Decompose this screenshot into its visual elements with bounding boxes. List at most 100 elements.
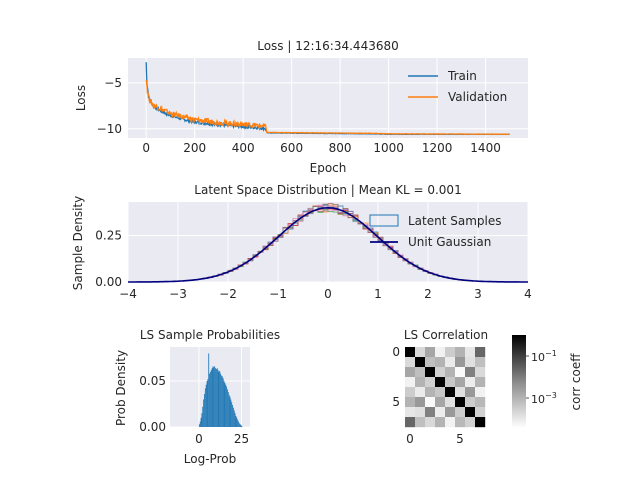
prob-bar [224,382,226,427]
prob-bar [213,367,215,427]
prob-bar [221,376,223,427]
latent-grid [127,202,529,283]
prob-xtick-label: 0 [195,432,203,446]
prob-bar [211,368,213,427]
prob-bar [219,370,221,427]
prob-bar [209,373,210,427]
prob-bar [228,394,230,427]
latent-xtick-label: −4 [119,287,137,301]
prob-ylabel: Prob Density [114,350,128,426]
corr-cell [475,367,486,378]
colorbar: 10−1 10−3 corr coeff [512,335,583,428]
corr-cell [425,397,436,408]
prob-bar [239,424,241,427]
legend-validation-label: Validation [448,90,507,104]
loss-legend: Train Validation [408,69,507,104]
prob-bar [225,384,227,427]
prob-bar [218,371,220,427]
latent-ytick-label: 0.25 [95,228,122,242]
corr-cell [475,397,486,408]
cbar-tick-bottom: 10−3 [531,391,557,406]
prob-bar [210,369,212,427]
corr-cell [425,407,436,418]
prob-bar [215,368,216,427]
corr-cell [425,357,436,368]
corr-cell [425,417,436,428]
prob-bar [240,425,242,427]
corr-cell [445,367,456,378]
corr-cell [425,347,436,358]
corr-ytick-label: 5 [392,395,400,409]
corr-cell [415,397,426,408]
corr-cell [415,407,426,418]
loss-xtick-label: 1400 [470,141,501,155]
corr-cell [425,387,436,398]
prob-bar [232,404,233,427]
cbar-label: corr coeff [569,353,583,411]
prob-bar [237,419,239,427]
loss-line-validation [145,79,510,136]
corr-cell [445,397,456,408]
corr-cell [475,377,486,388]
corr-cell [465,357,476,368]
latent-xtick-label: −3 [169,287,187,301]
corr-cell [415,417,426,428]
corr-cell [465,347,476,358]
prob-bar [217,369,219,427]
corr-xtick-label: 5 [456,432,464,446]
prob-ytick-label: 0.05 [139,374,166,388]
latent-xtick-label: −2 [219,287,237,301]
prob-chart: 0 25 0.00 0.05 LS Sample Probabilities Log-… [114,328,280,466]
latent-legend: Latent Samples Unit Gaussian [369,214,502,249]
corr-cell [405,377,416,388]
corr-cell [435,397,446,408]
loss-chart: 0 200 400 600 800 1000 1200 1400 −5 −10 Loss | 12… [74,39,528,175]
corr-cell [445,347,456,358]
corr-cell [425,377,436,388]
prob-bar [210,371,211,427]
prob-bar [227,389,228,427]
latent-xtick-label: 1 [374,287,382,301]
corr-ticks: 0 5 0 5 [392,345,463,446]
corr-cell [455,357,466,368]
corr-cell [415,387,426,398]
latent-ylabel: Sample Density [71,196,85,290]
corr-cell [415,377,426,388]
corr-cell [455,417,466,428]
corr-cell [465,407,476,418]
prob-bar [198,424,200,427]
prob-bar [199,421,201,427]
corr-cell [435,377,446,388]
corr-cell [455,397,466,408]
prob-bar [234,413,236,427]
latent-xtick-label: 0 [324,287,332,301]
corr-cell [435,357,446,368]
prob-bar [202,406,204,427]
latent-chart: −4 −3 −2 −1 0 1 2 3 4 0.00 0.25 Latent Space Distr… [71,183,532,301]
prob-bar [204,388,206,427]
cbar-tick-top: 10−1 [531,349,557,364]
corr-chart: 0 5 0 5 LS Correlation [392,328,488,446]
prob-bar [205,384,207,427]
corr-cell [445,387,456,398]
corr-cell [475,387,486,398]
loss-xtick-label: 800 [329,141,352,155]
loss-xtick-label: 1200 [422,141,453,155]
latent-gaussian-line [128,206,528,283]
prob-bar [203,399,205,427]
prob-bar [206,381,208,427]
corr-cell [465,367,476,378]
loss-xtick-label: 400 [232,141,255,155]
prob-bar [220,373,222,427]
prob-bar [238,421,239,427]
prob-bar [204,393,205,427]
corr-cell [405,367,416,378]
corr-cell [435,387,446,398]
loss-xtick-label: 600 [280,141,303,155]
loss-ticks: 0 200 400 600 800 1000 1200 1400 −5 −10 [97,76,501,155]
corr-cell [465,417,476,428]
latent-xtick-label: 2 [424,287,432,301]
latent-ticks: −4 −3 −2 −1 0 1 2 3 4 0.00 0.25 [95,228,532,301]
corr-cell [445,377,456,388]
